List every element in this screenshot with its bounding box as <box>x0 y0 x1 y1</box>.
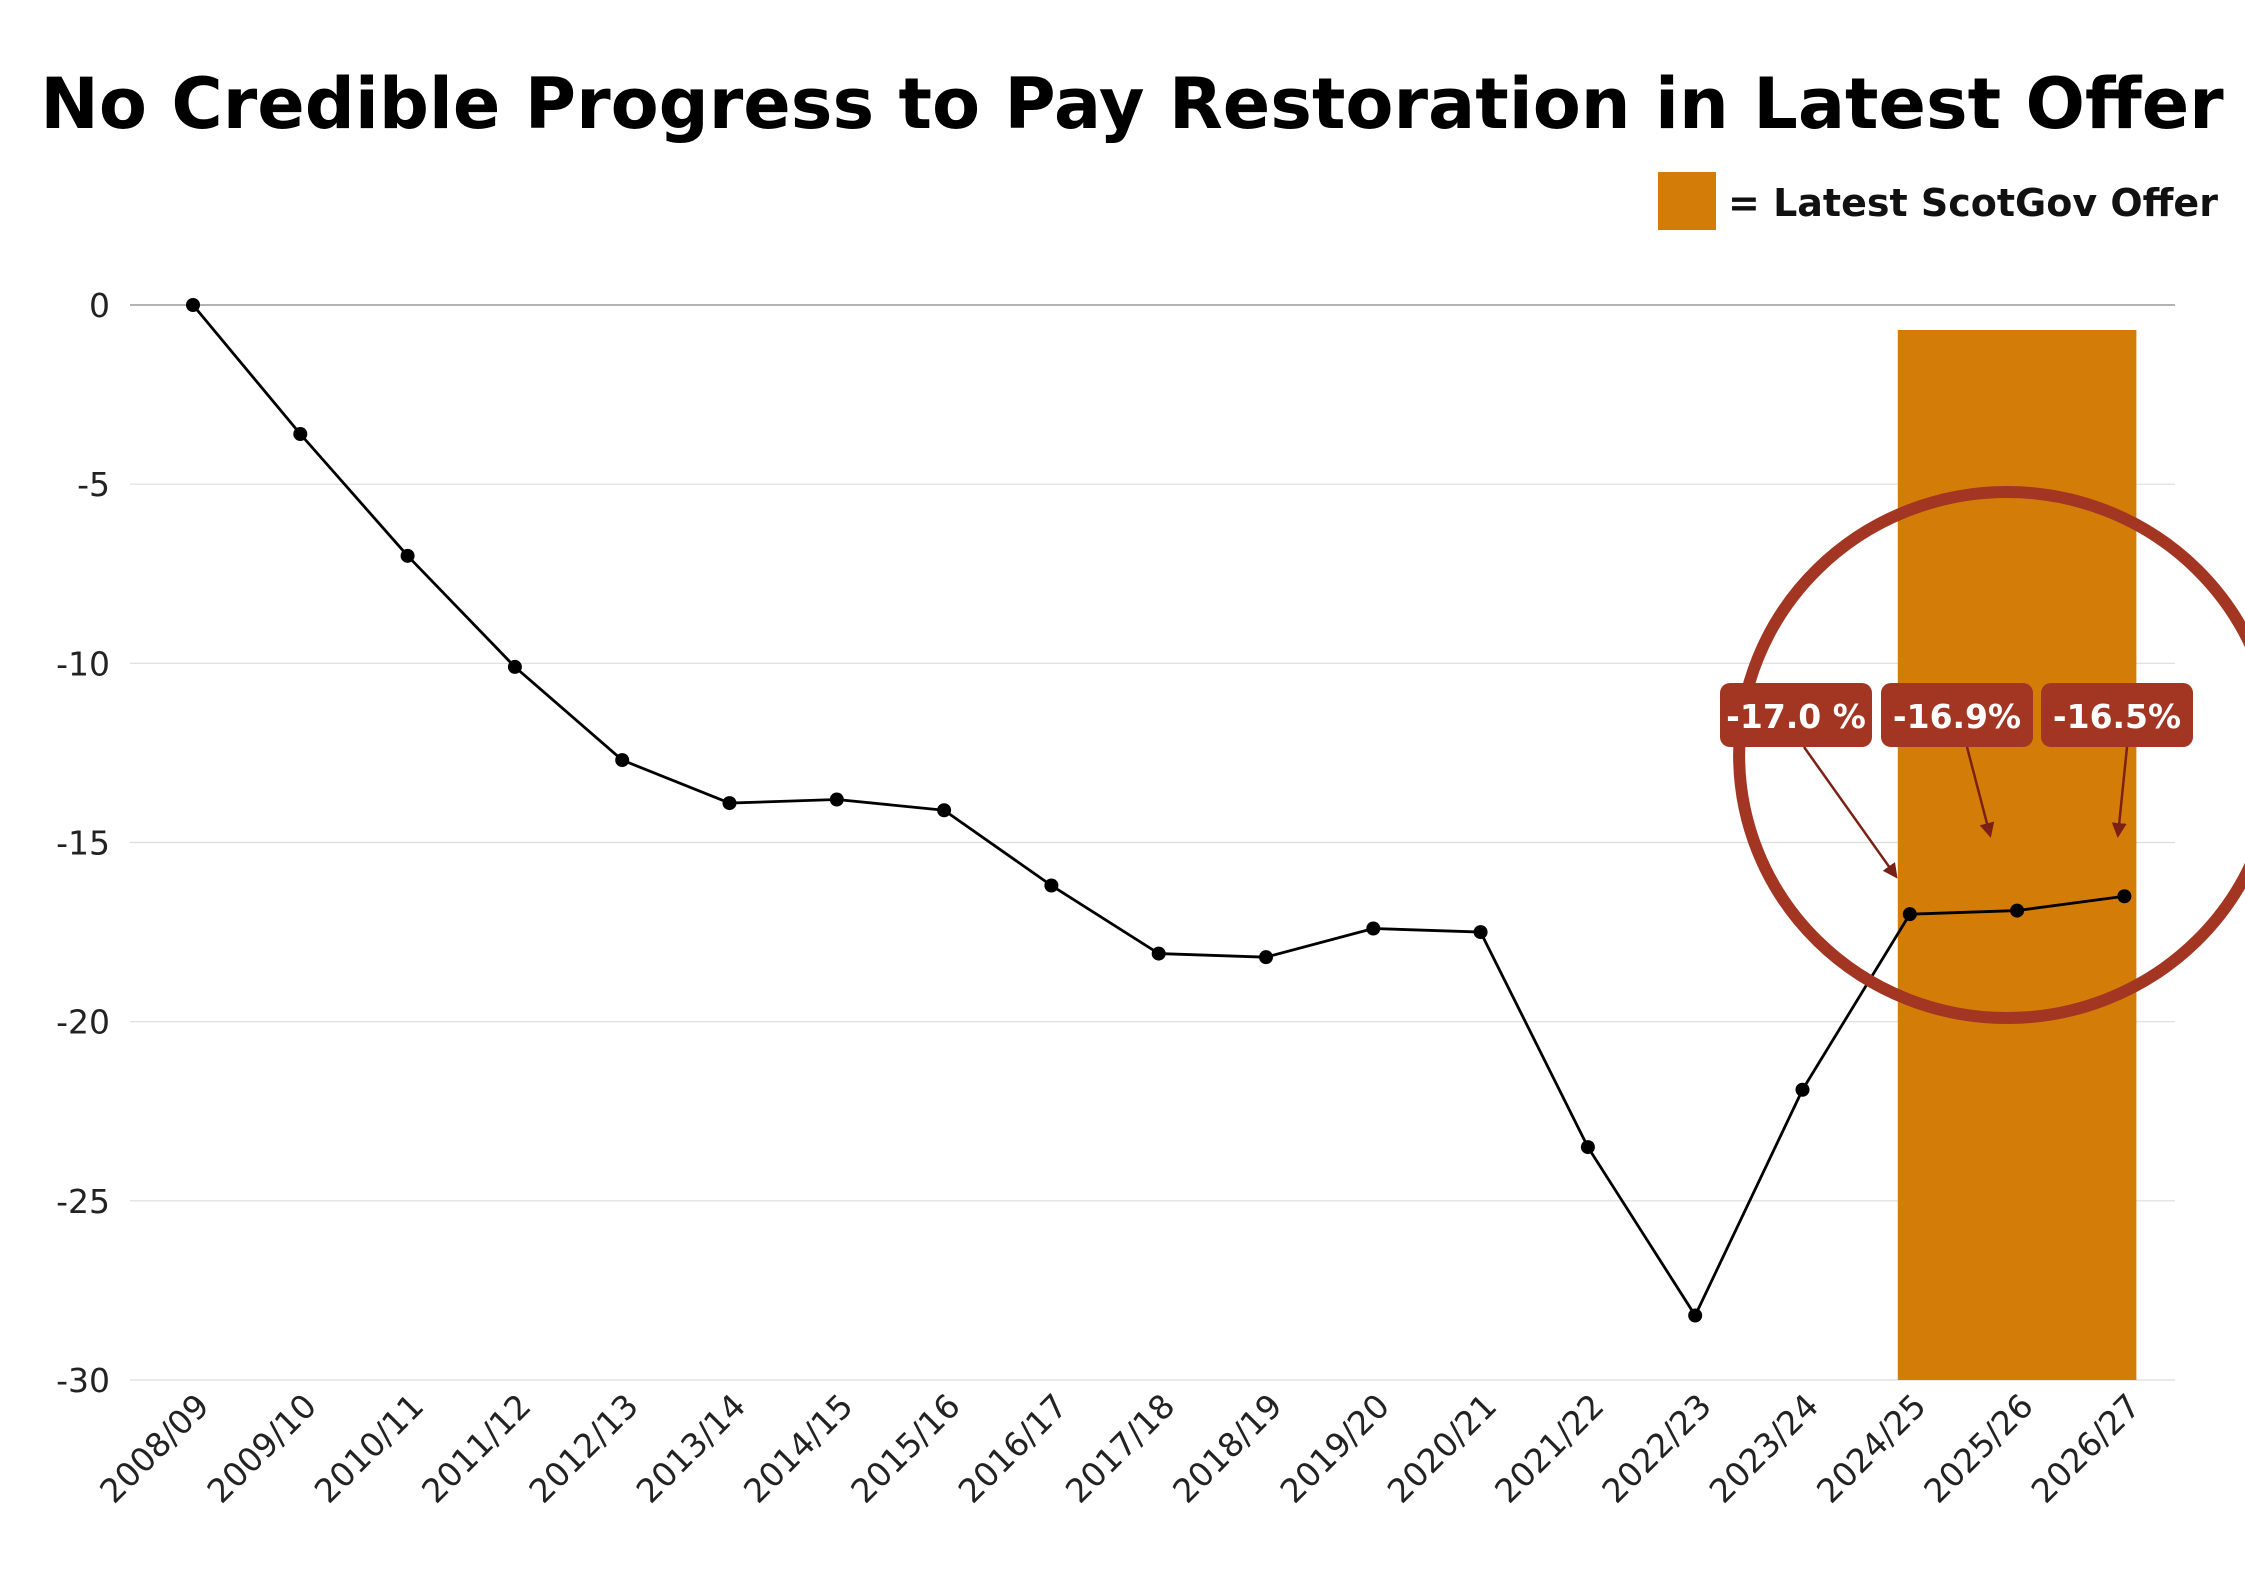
data-point <box>1151 946 1166 961</box>
annotations: -17.0 % -16.9% -16.5% <box>1720 486 2245 1024</box>
data-point <box>2010 903 2025 918</box>
data-points <box>186 298 2132 1323</box>
data-point <box>507 659 522 674</box>
data-point <box>1044 878 1059 893</box>
data-point <box>1902 907 1917 922</box>
y-tick-label: -30 <box>56 1361 110 1400</box>
annotation-box <box>1881 683 2033 747</box>
x-tick-label: 2011/12 <box>414 1386 539 1511</box>
legend-label: = Latest ScotGov Offer <box>1728 181 2218 225</box>
x-tick-label: 2015/16 <box>843 1386 968 1511</box>
data-point <box>1580 1140 1595 1155</box>
x-tick-label: 2025/26 <box>1916 1386 2041 1511</box>
data-point <box>1688 1308 1703 1323</box>
y-tick-label: 0 <box>89 286 110 325</box>
legend: = Latest ScotGov Offer <box>1658 172 2218 230</box>
x-tick-label: 2016/17 <box>951 1386 1076 1511</box>
data-point <box>400 548 415 563</box>
data-point <box>1259 950 1273 965</box>
x-tick-label: 2008/09 <box>92 1386 217 1511</box>
x-tick-label: 2013/14 <box>629 1386 754 1511</box>
data-point <box>186 298 200 312</box>
data-point <box>1366 921 1381 936</box>
annotation-label: -17.0 % <box>1726 697 1866 736</box>
y-tick-label: -20 <box>56 1003 110 1042</box>
series-line <box>191 304 2125 1317</box>
annotation-box <box>2041 683 2193 747</box>
x-tick-label: 2014/15 <box>736 1386 861 1511</box>
series-line-group <box>191 304 2125 1317</box>
legend-swatch <box>1658 172 1716 230</box>
data-point <box>615 753 630 768</box>
annotation-label: -16.5% <box>2053 697 2181 736</box>
data-point <box>1795 1082 1810 1097</box>
y-tick-label: -10 <box>56 644 110 683</box>
y-tick-label: -15 <box>56 824 110 863</box>
x-tick-label: 2020/21 <box>1380 1386 1505 1511</box>
data-point <box>937 803 952 818</box>
annotation-box <box>1720 683 1872 747</box>
data-point <box>722 796 737 811</box>
y-axis-ticks: 0 -5 -10 -15 -20 -25 -30 <box>56 286 110 1400</box>
x-tick-label: 2010/11 <box>307 1386 432 1511</box>
x-tick-label: 2022/23 <box>1594 1386 1719 1511</box>
x-tick-label: 2026/27 <box>2024 1386 2149 1511</box>
x-tick-label: 2009/10 <box>199 1386 324 1511</box>
x-tick-label: 2023/24 <box>1702 1386 1827 1511</box>
x-tick-label: 2012/13 <box>521 1386 646 1511</box>
data-point <box>2117 889 2132 904</box>
chart-title: No Credible Progress to Pay Restoration … <box>40 63 2224 145</box>
y-tick-label: -25 <box>56 1182 110 1221</box>
annotation-arrow <box>2111 746 2129 838</box>
x-tick-label: 2021/22 <box>1487 1386 1612 1511</box>
x-tick-label: 2018/19 <box>1165 1386 1290 1511</box>
annotation-arrow <box>1965 746 1995 838</box>
x-tick-label: 2024/25 <box>1809 1386 1934 1511</box>
data-point <box>293 427 308 441</box>
y-tick-label: -5 <box>77 465 110 504</box>
x-axis-ticks: 2008/092009/102010/112011/122012/132013/… <box>92 1386 2148 1511</box>
annotation-arrow <box>1802 746 1898 879</box>
x-tick-label: 2017/18 <box>1058 1386 1183 1511</box>
data-point <box>829 792 844 807</box>
highlight-circle <box>1733 486 2245 1024</box>
data-point <box>1473 925 1488 940</box>
gridlines <box>130 304 2175 1381</box>
x-tick-label: 2019/20 <box>1272 1386 1397 1511</box>
annotation-label: -16.9% <box>1893 697 2021 736</box>
